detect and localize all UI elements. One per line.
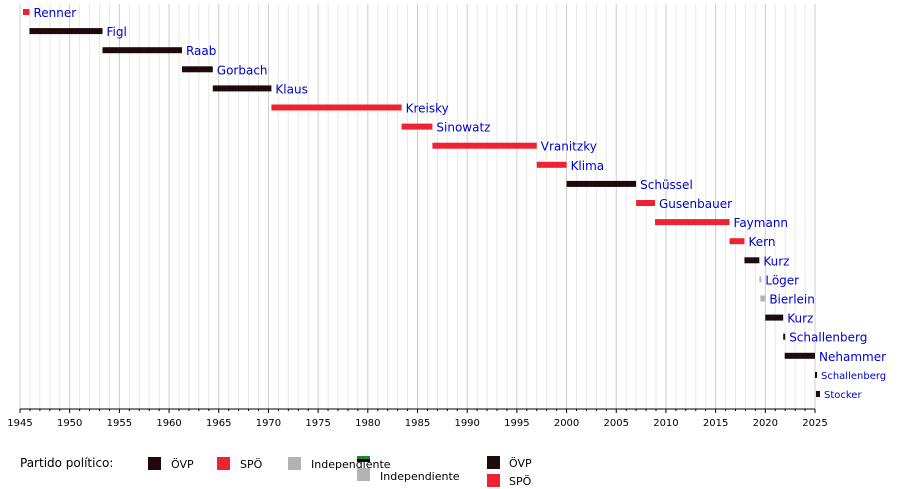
term-bar — [401, 123, 433, 130]
term-bar — [102, 47, 182, 54]
x-tick-label: 1985 — [405, 418, 430, 429]
chancellor-label: Vranitzky — [541, 140, 597, 154]
legend-swatch — [288, 457, 301, 470]
term-bar — [181, 66, 213, 73]
legend-label: ÖVP — [509, 457, 532, 470]
x-tick-label: 1965 — [206, 418, 231, 429]
chancellor-label: Raab — [186, 44, 216, 58]
x-tick-label: 2000 — [554, 418, 579, 429]
term-bar — [636, 200, 656, 206]
chancellor-label: Löger — [765, 273, 799, 287]
legend-label: ÖVP — [171, 458, 194, 471]
x-tick-label: 1950 — [57, 418, 82, 429]
legend-swatch — [487, 456, 500, 469]
chancellor-label: Kurz — [787, 312, 813, 326]
x-tick-label: 1980 — [355, 418, 380, 429]
chancellor-label: Kern — [748, 235, 775, 249]
term-bar — [655, 219, 730, 226]
grid — [19, 4, 816, 409]
term-bar — [432, 142, 537, 149]
term-bar — [783, 333, 786, 340]
legend-marker-black — [357, 459, 370, 462]
term-bar — [815, 391, 820, 397]
chancellor-label: Kurz — [763, 254, 789, 268]
x-tick-label: 2025 — [802, 418, 827, 429]
legend-swatch — [357, 468, 370, 481]
x-tick-label: 1995 — [504, 418, 529, 429]
term-bar — [29, 28, 103, 35]
term-bar — [744, 257, 760, 264]
chancellor-label: Schüssel — [640, 178, 693, 192]
term-bar — [760, 295, 766, 302]
chancellor-label: Klaus — [275, 82, 307, 96]
chancellor-label: Schallenberg — [821, 371, 886, 382]
term-bar — [22, 9, 30, 15]
chancellor-label: Schallenberg — [789, 331, 867, 345]
chancellor-label: Bierlein — [769, 293, 815, 307]
x-tick-label: 2015 — [703, 418, 728, 429]
legend-label: SPÖ — [509, 475, 532, 488]
x-tick-label: 2020 — [753, 418, 778, 429]
x-tick-label: 1960 — [156, 418, 181, 429]
chancellor-label: Gusenbauer — [659, 197, 732, 211]
chancellor-label: Kreisky — [406, 102, 449, 116]
chancellor-label: Stocker — [824, 390, 862, 401]
chancellor-label: Figl — [106, 25, 126, 39]
term-bar — [536, 161, 567, 168]
term-bar — [212, 85, 272, 92]
term-bar — [784, 352, 815, 359]
legend-swatch — [148, 457, 161, 470]
x-tick-label: 1955 — [107, 418, 132, 429]
term-bar — [815, 371, 817, 378]
x-tick-label: 1945 — [7, 418, 32, 429]
legend-label: SPÖ — [240, 458, 263, 471]
legend: Partido político: ÖVP SPÖ IndependienteInde… — [20, 456, 532, 488]
x-tick-label: 1990 — [454, 418, 479, 429]
chancellor-label: Renner — [33, 6, 76, 20]
legend-label: Independiente — [311, 458, 391, 471]
x-tick-label: 2010 — [653, 418, 678, 429]
legend-label: Independiente — [380, 470, 460, 483]
term-bar — [765, 314, 784, 321]
chancellor-label: Gorbach — [217, 63, 268, 77]
term-bar — [729, 238, 745, 245]
legend-title: Partido político: — [20, 456, 113, 470]
chancellor-label: Faymann — [734, 216, 789, 230]
chancellor-label: Nehammer — [819, 350, 886, 364]
x-axis: 1945 1950 1955 1960 1965 1970 1975 1980 1985 1990… — [7, 408, 828, 429]
x-tick-label: 1970 — [256, 418, 281, 429]
term-bar — [566, 180, 637, 187]
legend-swatch — [217, 457, 230, 470]
x-tick-label: 2005 — [604, 418, 629, 429]
x-tick-label: 1975 — [305, 418, 330, 429]
legend-marker-green — [357, 456, 370, 459]
term-bar — [271, 104, 402, 111]
chancellor-label: Klima — [571, 159, 605, 173]
chancellor-label: Sinowatz — [436, 121, 490, 135]
term-bar — [759, 276, 762, 283]
legend-swatch — [487, 474, 500, 487]
